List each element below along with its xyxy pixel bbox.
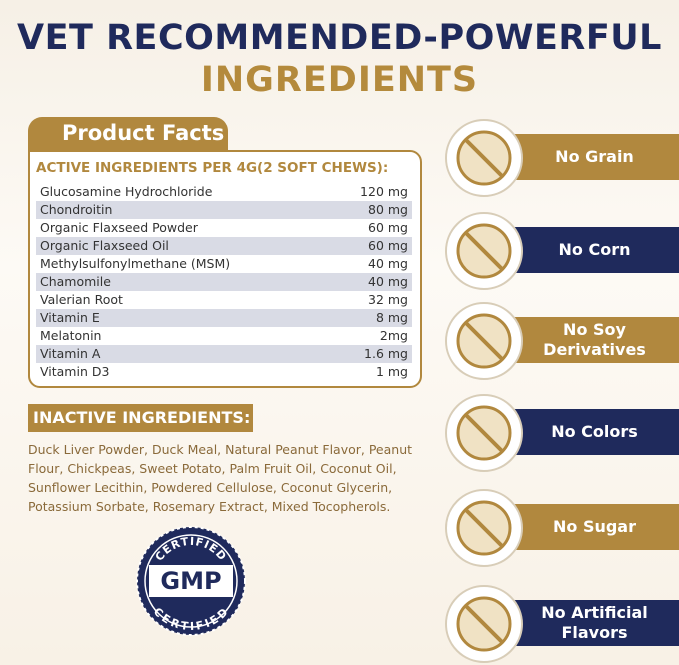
badge-center: GMP: [160, 567, 221, 595]
ingredient-amount: 32 mg: [368, 292, 408, 307]
facts-heading: Product Facts: [28, 117, 228, 150]
ingredient-amount: 60 mg: [368, 238, 408, 253]
facts-box: ACTIVE INGREDIENTS PER 4G(2 SOFT CHEWS):…: [28, 150, 422, 388]
ingredient-amount: 1 mg: [375, 364, 408, 379]
facts-row: Valerian Root 32 mg: [36, 291, 412, 309]
facts-row: Melatonin 2mg: [36, 327, 412, 345]
facts-row: Methylsulfonylmethane (MSM) 40 mg: [36, 255, 412, 273]
feature-icon: [445, 489, 523, 567]
feature: No Sugar: [440, 486, 679, 568]
feature-icon: [445, 212, 523, 290]
feature-label: No Corn: [510, 227, 679, 273]
ingredient-amount: 40 mg: [368, 274, 408, 289]
facts-row: Vitamin E 8 mg: [36, 309, 412, 327]
feature-label: No Grain: [510, 134, 679, 180]
ingredient-name: Chondroitin: [40, 202, 113, 217]
ingredient-name: Vitamin D3: [40, 364, 110, 379]
ingredient-name: Vitamin A: [40, 346, 101, 361]
feature-icon: [445, 394, 523, 472]
feature-label: No Artificial Flavors: [510, 600, 679, 646]
feature-icon: [445, 302, 523, 380]
title: INGREDIENTS: [200, 60, 479, 100]
facts-subheading: ACTIVE INGREDIENTS PER 4G(2 SOFT CHEWS):: [36, 160, 389, 176]
ingredient-name: Organic Flaxseed Oil: [40, 238, 169, 253]
feature: No Artificial Flavors: [440, 582, 679, 664]
title: VET RECOMMENDED-POWERFUL: [17, 18, 662, 58]
ingredient-name: Chamomile: [40, 274, 111, 289]
feature-label: No Colors: [510, 409, 679, 455]
ingredient-name: Melatonin: [40, 328, 102, 343]
feature: No Colors: [440, 391, 679, 473]
ingredient-amount: 60 mg: [368, 220, 408, 235]
ingredient-amount: 8 mg: [375, 310, 408, 325]
ingredient-name: Valerian Root: [40, 292, 123, 307]
feature: No Grain: [440, 116, 679, 198]
ingredient-amount: 40 mg: [368, 256, 408, 271]
ingredient-amount: 2mg: [379, 328, 408, 343]
ingredient-amount: 1.6 mg: [364, 346, 408, 361]
facts-row: Chamomile 40 mg: [36, 273, 412, 291]
gmp-badge: GMP CERTIFIED CERTIFIED: [136, 526, 246, 636]
feature: No Corn: [440, 209, 679, 291]
ingredient-name: Glucosamine Hydrochloride: [40, 184, 213, 199]
facts-row: Glucosamine Hydrochloride 120 mg: [36, 183, 412, 201]
facts-rows: Glucosamine Hydrochloride 120 mg Chondroit…: [36, 183, 412, 381]
feature-icon: [445, 585, 523, 663]
facts-row: Chondroitin 80 mg: [36, 201, 412, 219]
ingredient-amount: 80 mg: [368, 202, 408, 217]
feature-label: No Soy Derivatives: [510, 317, 679, 363]
facts-row: Organic Flaxseed Oil 60 mg: [36, 237, 412, 255]
ingredient-name: Methylsulfonylmethane (MSM): [40, 256, 231, 271]
ingredient-name: Organic Flaxseed Powder: [40, 220, 198, 235]
feature-label: No Sugar: [510, 504, 679, 550]
facts-row: Vitamin D3 1 mg: [36, 363, 412, 381]
inactive-text: Duck Liver Powder, Duck Meal, Natural Pe…: [28, 442, 413, 514]
facts-row: Vitamin A 1.6 mg: [36, 345, 412, 363]
ingredient-amount: 120 mg: [360, 184, 408, 199]
inactive-heading: INACTIVE INGREDIENTS:: [28, 404, 253, 432]
ingredient-name: Vitamin E: [40, 310, 100, 325]
feature-icon: [445, 119, 523, 197]
facts-row: Organic Flaxseed Powder 60 mg: [36, 219, 412, 237]
feature: No Soy Derivatives: [440, 299, 679, 381]
